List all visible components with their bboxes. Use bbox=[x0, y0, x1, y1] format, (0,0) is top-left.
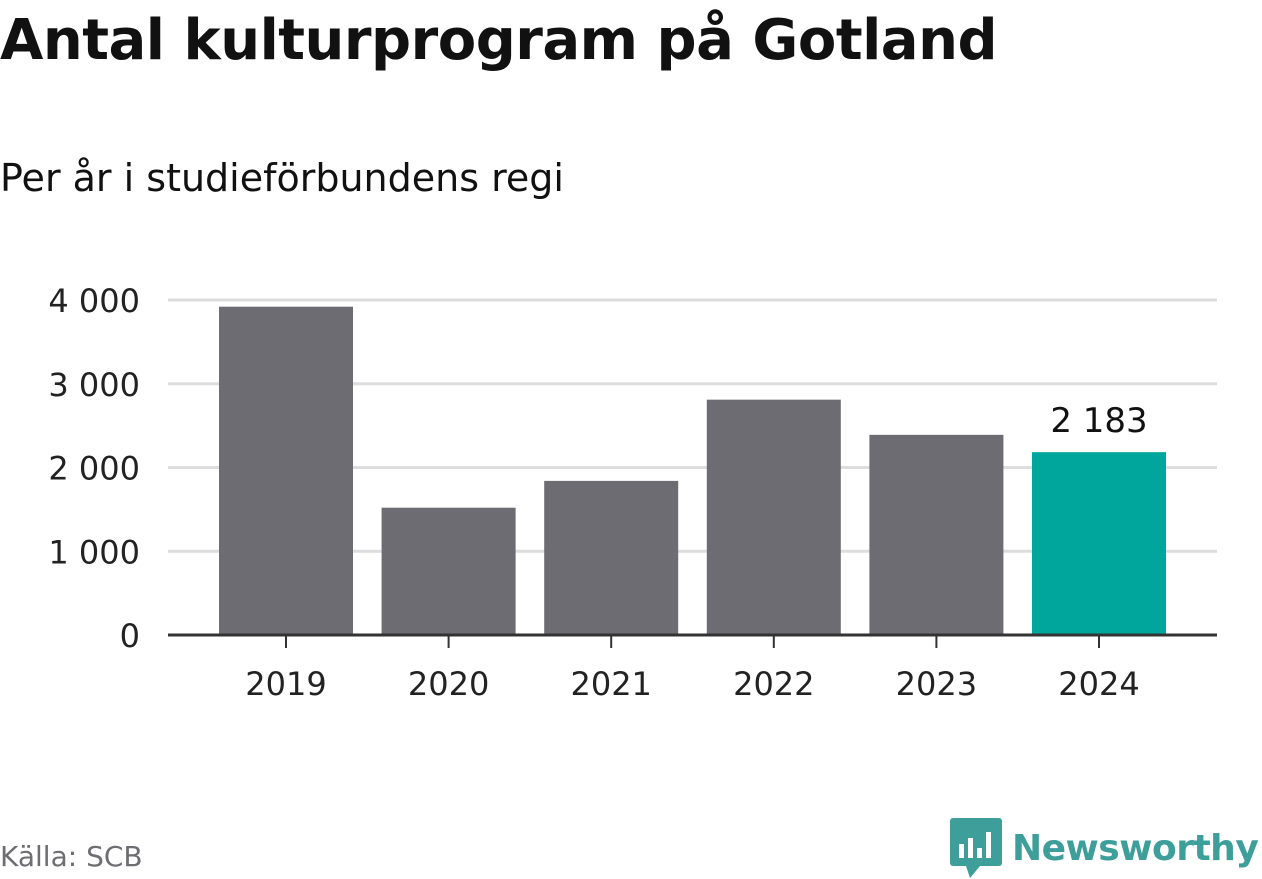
newsworthy-logo: Newsworthy bbox=[950, 818, 1259, 878]
data-label: 2 183 bbox=[1050, 401, 1147, 441]
chart-subtitle: Per år i studieförbundens regi bbox=[0, 156, 564, 200]
x-tick-label: 2019 bbox=[245, 665, 326, 703]
brand-name: Newsworthy bbox=[1012, 827, 1259, 869]
source-note: Källa: SCB bbox=[0, 840, 143, 873]
x-tick-label: 2024 bbox=[1058, 665, 1139, 703]
bar bbox=[381, 507, 516, 635]
y-tick-label: 2 000 bbox=[48, 450, 140, 488]
bar bbox=[706, 399, 841, 635]
y-tick-label: 1 000 bbox=[48, 533, 140, 571]
bar bbox=[219, 306, 353, 635]
newsworthy-logo-icon bbox=[950, 818, 1002, 878]
x-tick-label: 2022 bbox=[733, 665, 814, 703]
bar bbox=[544, 480, 679, 635]
x-tick-label: 2021 bbox=[570, 665, 651, 703]
bar bbox=[869, 434, 1004, 635]
y-tick-label: 4 000 bbox=[48, 282, 140, 320]
x-tick-label: 2023 bbox=[896, 665, 977, 703]
x-tick-label: 2020 bbox=[408, 665, 489, 703]
y-tick-label: 3 000 bbox=[48, 366, 140, 404]
bar bbox=[1032, 452, 1166, 635]
y-tick-label: 0 bbox=[120, 617, 140, 655]
chart-title: Antal kulturprogram på Gotland bbox=[0, 8, 998, 73]
